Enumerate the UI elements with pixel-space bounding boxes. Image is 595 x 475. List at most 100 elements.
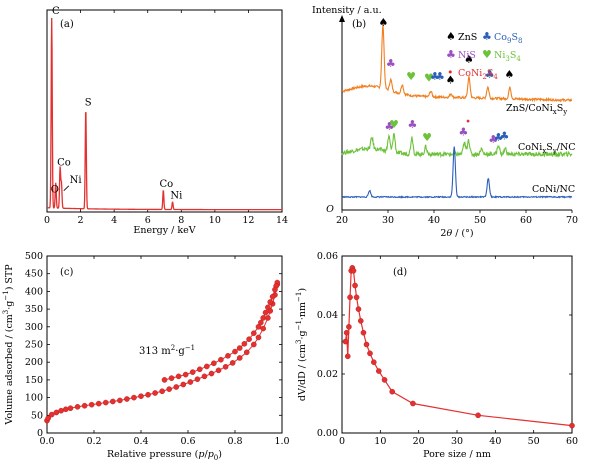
panel-c-adsorption-point: [194, 376, 201, 382]
y-label-part: ): [297, 288, 308, 292]
panel-d-y-tick-label: 0.04: [317, 310, 338, 321]
panel-a-peak-label: Ni: [70, 175, 82, 186]
panel-c-y-axis-label: Volume adsorbed / (cm3·g−1) STP: [2, 264, 15, 426]
panel-c-desorption-point: [196, 366, 203, 373]
panel-d-point: [355, 306, 362, 312]
legend-part: S: [487, 68, 494, 79]
panel-b-x-tick-label: 30: [382, 215, 394, 226]
series-label-sub: x: [542, 147, 546, 155]
legend-part: S: [511, 32, 518, 43]
panel-c-adsorption-point: [131, 394, 137, 401]
panel-c-adsorption-point: [229, 360, 236, 366]
x-label-part: /: [204, 449, 208, 460]
panel-a-x-axis-label: Energy / keV: [133, 225, 195, 236]
series-label-sub: x: [553, 108, 557, 116]
panel-b-phase-marker: ♣: [435, 70, 445, 83]
panel-b-x-tick-label: 20: [336, 215, 348, 226]
panel-c-desorption-point: [250, 330, 257, 336]
panel-d-x-tick-label: 10: [374, 436, 386, 447]
panel-b-phase-marker: ♠: [446, 74, 456, 87]
panel-c-desorption-point: [182, 371, 189, 378]
x-label-sub: 0: [214, 454, 218, 462]
panel-c-adsorption-point: [45, 415, 51, 421]
panel-b-phase-marker: ♣: [430, 70, 440, 83]
panel-b-phase-marker: ♥: [422, 131, 432, 144]
y-label-part: ) STP: [4, 264, 15, 291]
panel-c-adsorption-point: [250, 341, 257, 348]
panel-b-phase-marker: ♥: [406, 70, 416, 83]
legend-sub: 9: [507, 37, 511, 45]
x-label-theta: θ: [446, 228, 452, 239]
panel-c-x-tick-label: 0.8: [227, 436, 242, 447]
legend-sub: 4: [516, 55, 521, 63]
panel-d-x-tick-label: 40: [489, 436, 501, 447]
y-label-sup: −1: [295, 320, 303, 330]
panel-d-point: [350, 267, 357, 274]
panel-c-x-tick-label: 0.6: [180, 436, 195, 447]
legend-nis-label: NiS: [458, 50, 476, 61]
panel-c-x-tick-label: 1.0: [274, 436, 289, 447]
panel-b-x-tick-label: 40: [428, 215, 440, 226]
panel-d-point: [347, 294, 353, 301]
panel-a-x-tick-label: 10: [209, 215, 221, 226]
panel-c-adsorption-line: [46, 284, 278, 421]
panel-c-adsorption-point: [138, 393, 144, 399]
panel-b-y-arrow: [339, 15, 345, 22]
y-label-part: Volume adsorbed / (cm: [4, 314, 15, 425]
legend-sub: 8: [518, 37, 522, 45]
panel-d-label: (d): [393, 267, 407, 278]
panel-d-x-tick-label: 60: [566, 436, 578, 447]
panel-b-phase-marker: ♣: [488, 133, 498, 146]
panel-b-x-tick-label: 70: [566, 215, 578, 226]
panel-d-point: [569, 422, 575, 429]
panel-c-n2-isotherm: 0.0 0.2 0.4 0.6 0.8 1.0 0 50 100 150 200 250 300 350 4…: [2, 251, 290, 462]
y-label-sup: 3: [2, 310, 10, 314]
annotation-sup: −1: [185, 344, 195, 352]
panel-d-point: [353, 294, 360, 301]
series-label-part: CoNi: [518, 142, 542, 153]
x-label-p: p: [198, 449, 204, 460]
panel-c-x-tick-label: 0.2: [86, 436, 101, 447]
legend-zns-icon: ♠: [446, 30, 456, 43]
panel-b-phase-marker: ♣: [485, 68, 495, 81]
panel-c-desorption-point: [218, 356, 224, 363]
panel-a-peak-label: Co: [159, 179, 173, 190]
panel-b-phase-marker: ♠: [378, 16, 388, 29]
panel-c-adsorption-point: [102, 399, 109, 406]
y-label-part: ·g: [4, 301, 15, 310]
panel-c-adsorption-point: [201, 373, 208, 380]
panel-d-x-tick-label: 50: [528, 436, 540, 447]
panel-d-y-axis-label: dV/dD / (cm3·g−1·nm−1): [295, 288, 308, 401]
panel-b-phase-marker: ♣: [384, 120, 394, 133]
panel-c-adsorption-point: [222, 364, 229, 370]
panel-a-peak-label: S: [85, 97, 92, 108]
panel-c-desorption-point: [203, 363, 210, 370]
panel-d-x-tick-label: 30: [451, 436, 463, 447]
panel-a-spectrum-line: [46, 17, 282, 211]
panel-c-adsorption-point: [74, 404, 81, 410]
panel-c-adsorption-point: [255, 334, 262, 341]
panel-b-x-tick-label: 50: [474, 215, 486, 226]
panel-d-point: [389, 388, 396, 395]
series-label-sub: y: [552, 147, 557, 155]
panel-c-adsorption-point: [81, 402, 88, 409]
panel-b-xrd-patterns: 20 30 40 50 60 70ZnS/CoNixSyCoNixSy/NCCoNi/NC…: [312, 5, 578, 239]
panel-d-x-tick-label: 20: [413, 436, 425, 447]
panel-c-x-tick-label: 0.0: [39, 436, 54, 447]
panel-c-desorption-point: [265, 304, 271, 311]
panel-d-y-tick-label: 0.02: [317, 369, 338, 380]
panel-b-phase-marker: ♣: [499, 129, 509, 142]
panel-d-curve-line: [344, 266, 573, 427]
panel-c-adsorption-point: [236, 355, 243, 361]
panel-d-point: [346, 323, 352, 330]
panel-c-bet-annotation: 313 m2·g−1: [139, 344, 195, 357]
panel-c-adsorption-point: [180, 381, 187, 388]
panel-b-phase-marker: ♥: [424, 72, 434, 85]
legend-sub: 4: [493, 73, 498, 81]
panel-c-y-tick-label: 400: [25, 286, 43, 297]
panel-a-x-tick-label: 6: [145, 215, 151, 226]
panel-c-adsorption-point: [243, 349, 250, 356]
x-label-part: / (°): [452, 228, 473, 239]
